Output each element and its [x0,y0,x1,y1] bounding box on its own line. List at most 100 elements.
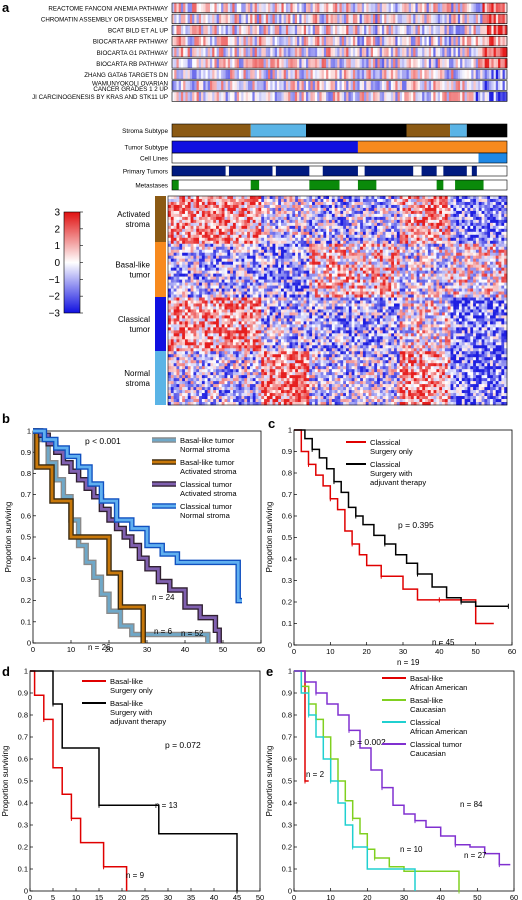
pathway-cell [419,25,423,35]
heatmap-cell [453,270,457,274]
heatmap-cell [264,219,268,224]
heatmap-cell [221,243,225,248]
pathway-cell [419,91,423,102]
heatmap-cell [379,204,384,209]
heatmap-cell [422,237,426,242]
heatmap-cell [487,225,491,230]
heatmap-cell [278,282,282,286]
heatmap-cell [348,228,352,233]
heatmap-cell [498,216,502,221]
heatmap-cell [272,198,276,203]
heatmap-cell [193,261,197,265]
heatmap-cell [470,246,474,251]
pathway-cell [460,3,463,13]
pathway-cell [473,3,477,13]
heatmap-cell [258,213,262,218]
heatmap-cell [444,216,448,221]
heatmap-cell [320,201,324,206]
heatmap-cell [196,246,200,251]
heatmap-cell [470,240,474,245]
heatmap-cell [272,204,276,209]
heatmap-cell [408,273,412,277]
heatmap-cell [484,258,488,262]
heatmap-cell [399,270,403,274]
heatmap-cell [345,279,350,283]
heatmap-cell [199,198,203,203]
pathway-cell [294,36,298,46]
pathway-row: WAMUNYOKOLI OVARIAN CANCER GRADES 1 2 UP [92,80,508,93]
heatmap-cell [487,240,491,245]
heatmap-cell [331,216,335,221]
pathway-cell [426,80,430,91]
heatmap-cell [343,222,347,227]
heatmap-cell [371,210,375,215]
heatmap-cell [210,246,214,251]
heatmap-cell [439,222,443,227]
heatmap-cell [450,198,454,203]
heatmap-cell [170,196,174,200]
heatmap-cell [492,196,497,200]
heatmap-cell [320,258,324,262]
heatmap-cell [255,231,259,236]
heatmap-cell [382,240,386,245]
heatmap-cell [427,261,432,265]
heatmap-cell [300,198,304,203]
pathway-cell [218,69,222,80]
heatmap-cell [379,243,384,248]
heatmap-cell [258,261,262,265]
heatmap-cell [207,219,211,224]
heatmap-cell [199,267,203,271]
pathway-cell [413,3,416,13]
heatmap-cell [201,255,206,259]
heatmap-cell [286,276,290,280]
pathway-cell [276,69,280,80]
heatmap-cell [391,219,395,224]
heatmap-cell [450,255,454,259]
heatmap-cell [501,222,505,227]
heatmap-cell [447,267,451,271]
heatmap-cell [204,258,208,262]
heatmap-cell [484,264,488,268]
pathway-cell [368,14,372,24]
heatmap-cell [394,276,398,280]
heatmap-cell [292,207,296,212]
pathway-cell [343,91,347,102]
pathway-cell [185,14,189,24]
heatmap-cell [204,225,208,230]
heatmap-cell [501,225,505,230]
heatmap-cell [410,222,415,227]
pathway-cell [491,36,494,46]
heatmap-cell [382,243,386,248]
heatmap-cell [170,261,174,265]
heatmap-cell [425,255,429,259]
pathway-cell [299,69,302,80]
heatmap-cell [314,201,319,206]
heatmap-cell [317,228,321,233]
pathway-cell [386,58,390,69]
heatmap-cell [295,213,299,218]
pathway-cell [375,3,378,13]
pathway-cell [346,14,349,24]
heatmap-cell [323,201,327,206]
heatmap-cell [473,273,477,277]
heatmap-cell [286,249,290,254]
heatmap-cell [275,210,279,215]
heatmap-cell [326,234,330,239]
heatmap-cell [329,216,333,221]
heatmap-cell [413,240,417,245]
heatmap-cell [473,267,477,271]
heatmap-cell [368,219,372,224]
heatmap-cell [210,222,214,227]
heatmap-cell [210,207,214,212]
heatmap-cell [487,237,491,242]
heatmap-cell [334,204,338,209]
pathway-cell [413,14,416,24]
heatmap-cell [379,225,384,230]
pathway-cell [341,69,345,80]
pathway-cell [431,25,434,35]
pathway-cell [377,25,381,35]
heatmap-cell [453,240,457,245]
pathway-cell [185,58,189,69]
pathway-cell [323,47,327,57]
pathway-cell [442,47,445,57]
